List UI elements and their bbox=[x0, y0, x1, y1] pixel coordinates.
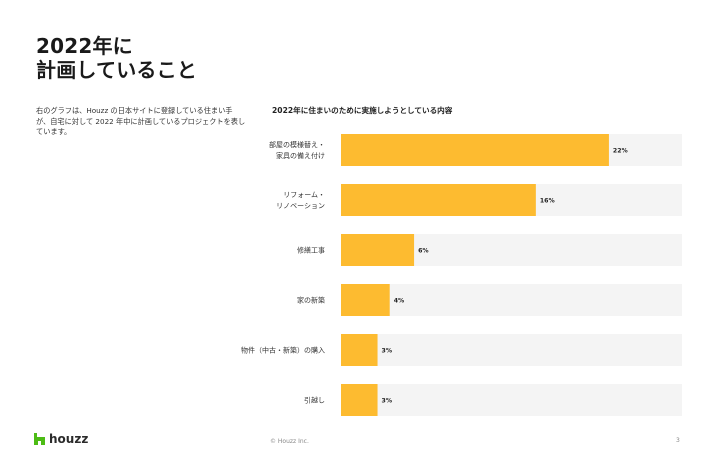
bar bbox=[341, 384, 378, 416]
bar bbox=[341, 134, 609, 166]
bar bbox=[341, 334, 378, 366]
category-label: 物件（中古・新築）の購入 bbox=[241, 346, 325, 355]
chart-title: 2022年に住まいのために実施しようとしている内容 bbox=[272, 106, 453, 115]
category-label: 修繕工事 bbox=[297, 246, 325, 255]
copyright-notice: © Houzz Inc. bbox=[270, 438, 309, 445]
page-number: 3 bbox=[676, 437, 680, 444]
houzz-logo-icon bbox=[34, 433, 45, 445]
bar-track bbox=[341, 284, 682, 316]
houzz-logo[interactable]: houzz bbox=[34, 432, 88, 446]
bar bbox=[341, 234, 415, 266]
category-label: 部屋の模様替え・家具の備え付け bbox=[269, 140, 325, 160]
bar-value-label: 3% bbox=[382, 398, 393, 405]
bar-track bbox=[341, 384, 682, 416]
bar-track bbox=[341, 334, 682, 366]
bar-value-label: 3% bbox=[382, 348, 393, 355]
houzz-logo-text: houzz bbox=[49, 432, 89, 446]
page-title: 2022年に 計画していること bbox=[36, 34, 197, 82]
category-label: 引越し bbox=[304, 396, 325, 405]
category-label: 家の新築 bbox=[297, 296, 325, 305]
bar-value-label: 4% bbox=[394, 298, 405, 305]
bar-value-label: 16% bbox=[540, 198, 555, 205]
bar-value-label: 6% bbox=[418, 248, 429, 255]
chart-description: 右のグラフは、Houzz の日本サイトに登録している住まい手が、自宅に対して 2… bbox=[36, 106, 246, 136]
category-label: リフォーム・リノベーション bbox=[276, 191, 325, 210]
bar-value-label: 22% bbox=[613, 148, 628, 155]
bar bbox=[341, 184, 536, 216]
bar bbox=[341, 284, 390, 316]
